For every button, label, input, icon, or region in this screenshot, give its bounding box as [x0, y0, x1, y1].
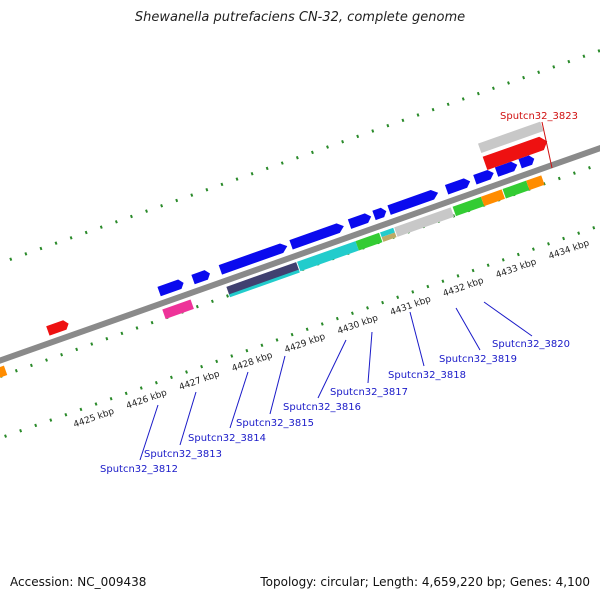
kbp-label: 4430 kbp: [336, 313, 380, 337]
gene-gray-1[interactable]: [394, 207, 455, 237]
gene-navy-stripe[interactable]: [226, 262, 300, 297]
reverse-strand-genes: [0, 175, 545, 380]
gene-blue-8[interactable]: [444, 177, 472, 195]
map-title: Shewanella putrefaciens CN-32, complete …: [134, 10, 466, 25]
kbp-label: 4428 kbp: [231, 351, 275, 375]
topology-text: Topology: circular; Length: 4,659,220 bp…: [260, 575, 590, 589]
kbp-label: 4426 kbp: [125, 388, 169, 412]
gene-label-3819[interactable]: Sputcn32_3819: [439, 354, 517, 365]
gene-blue-7[interactable]: [387, 188, 439, 215]
genome-backbone: [0, 89, 600, 430]
gene-leader-lines: [139, 121, 553, 461]
kbp-label: 4433 kbp: [495, 257, 539, 281]
gene-label-3812[interactable]: Sputcn32_3812: [100, 464, 178, 475]
gene-gray-3823-upper[interactable]: [478, 121, 544, 154]
gene-blue-10[interactable]: [494, 160, 519, 177]
outer-tick-ring: [0, 30, 600, 342]
gene-blue-4[interactable]: [289, 221, 345, 250]
gene-pink[interactable]: [162, 299, 194, 319]
gene-labels: Sputcn32_3812 Sputcn32_3813 Sputcn32_381…: [100, 111, 578, 475]
kbp-label: 4434 kbp: [547, 238, 591, 262]
gene-cyan-1[interactable]: [229, 269, 300, 298]
gene-label-3818[interactable]: Sputcn32_3818: [388, 370, 466, 381]
gene-blue-2[interactable]: [191, 269, 211, 285]
gene-label-3823[interactable]: Sputcn32_3823: [500, 111, 578, 122]
kbp-label: 4427 kbp: [178, 369, 222, 393]
kbp-label: 4432 kbp: [442, 276, 486, 300]
gene-blue-9[interactable]: [473, 168, 495, 185]
gene-blue-1[interactable]: [157, 278, 185, 297]
gene-orange-left[interactable]: [0, 365, 8, 380]
gene-red-3823[interactable]: [482, 135, 550, 171]
gene-mixed[interactable]: [380, 227, 395, 238]
gene-green-3[interactable]: [502, 180, 530, 199]
accession-text: Accession: NC_009438: [10, 575, 147, 589]
gene-label-3816[interactable]: Sputcn32_3816: [283, 402, 361, 413]
gene-mixed-b[interactable]: [381, 232, 397, 242]
kbp-label: 4429 kbp: [283, 332, 327, 356]
forward-strand-genes: [46, 121, 550, 336]
kbp-label: 4425 kbp: [72, 407, 116, 431]
gene-label-3814[interactable]: Sputcn32_3814: [188, 433, 266, 444]
gene-blue-3[interactable]: [218, 241, 289, 275]
gene-green-1[interactable]: [355, 232, 383, 251]
gene-label-3820[interactable]: Sputcn32_3820: [492, 339, 570, 350]
gene-label-3815[interactable]: Sputcn32_3815: [236, 418, 314, 429]
gene-label-3817[interactable]: Sputcn32_3817: [330, 387, 408, 398]
gene-blue-6[interactable]: [372, 206, 388, 221]
gene-label-3813[interactable]: Sputcn32_3813: [144, 449, 222, 460]
gene-red-1[interactable]: [46, 319, 70, 336]
gene-blue-11[interactable]: [518, 154, 535, 169]
gene-blue-5[interactable]: [347, 212, 373, 229]
gene-orange-2[interactable]: [526, 175, 545, 191]
gene-green-2[interactable]: [452, 196, 485, 217]
gene-orange-1[interactable]: [480, 189, 505, 207]
gene-cyan-2[interactable]: [297, 241, 359, 272]
